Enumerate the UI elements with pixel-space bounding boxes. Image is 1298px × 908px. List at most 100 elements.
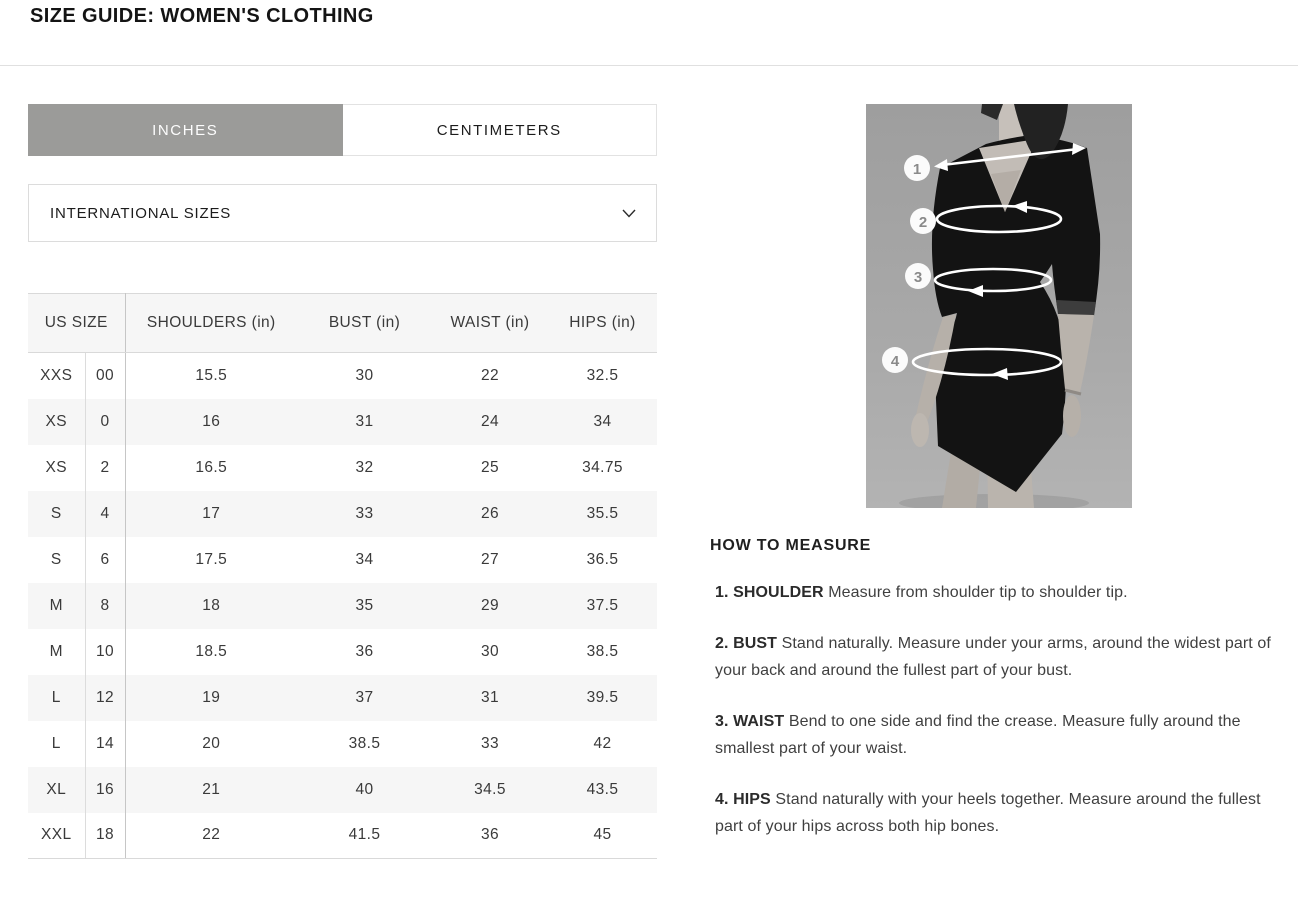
- size-label: XXS: [28, 352, 86, 399]
- bust-value: 40: [297, 766, 432, 813]
- measure-step-label: 3. WAIST: [715, 713, 785, 730]
- bust-value: 36: [297, 628, 432, 675]
- col-header-hips: HIPS (in): [548, 293, 657, 353]
- waist-value: 29: [432, 582, 548, 629]
- col-header-bust: BUST (in): [297, 293, 432, 353]
- shoulders-value: 16.5: [125, 444, 297, 491]
- title-divider: [0, 65, 1298, 66]
- hips-value: 36.5: [548, 536, 657, 583]
- tab-inches[interactable]: INCHES: [28, 104, 343, 156]
- bust-value: 35: [297, 582, 432, 629]
- measure-step-label: 2. BUST: [715, 635, 778, 652]
- shoulders-value: 18: [125, 582, 297, 629]
- waist-value: 34.5: [432, 766, 548, 813]
- size-label: S: [28, 490, 86, 537]
- marker-2-icon: 2: [910, 208, 936, 234]
- hips-value: 37.5: [548, 582, 657, 629]
- table-row: XS 0 16 31 24 34: [28, 398, 657, 445]
- table-row: XS 2 16.5 32 25 34.75: [28, 444, 657, 491]
- hips-value: 42: [548, 720, 657, 767]
- size-table: US SIZE SHOULDERS (in) BUST (in) WAIST (…: [28, 293, 657, 859]
- table-row: XXS 00 15.5 30 22 32.5: [28, 352, 657, 399]
- dropdown-selected-value: INTERNATIONAL SIZES: [50, 204, 232, 222]
- svg-text:4: 4: [891, 353, 900, 370]
- table-row: S 4 17 33 26 35.5: [28, 490, 657, 537]
- size-label: XS: [28, 444, 86, 491]
- col-header-shoulders: SHOULDERS (in): [125, 293, 297, 353]
- shoulders-value: 16: [125, 398, 297, 445]
- measure-step-hips: 4. HIPS Stand naturally with your heels …: [710, 786, 1288, 840]
- col-header-waist: WAIST (in): [432, 293, 548, 353]
- measure-step-text: Stand naturally with your heels together…: [715, 791, 1261, 835]
- shoulders-value: 21: [125, 766, 297, 813]
- table-row: S 6 17.5 34 27 36.5: [28, 536, 657, 583]
- measure-step-text: Measure from shoulder tip to shoulder ti…: [828, 584, 1128, 601]
- hips-value: 34: [548, 398, 657, 445]
- hips-value: 45: [548, 812, 657, 859]
- us-number: 12: [85, 674, 126, 721]
- us-number: 10: [85, 628, 126, 675]
- tab-centimeters[interactable]: CENTIMETERS: [342, 104, 657, 156]
- waist-value: 22: [432, 352, 548, 399]
- size-guide-left-column: INCHES CENTIMETERS INTERNATIONAL SIZES U…: [28, 104, 657, 859]
- size-label: L: [28, 720, 86, 767]
- bust-value: 31: [297, 398, 432, 445]
- measure-step-waist: 3. WAIST Bend to one side and find the c…: [710, 708, 1288, 762]
- table-row: M 8 18 35 29 37.5: [28, 582, 657, 629]
- table-row: M 10 18.5 36 30 38.5: [28, 628, 657, 675]
- size-label: M: [28, 582, 86, 629]
- unit-tabs: INCHES CENTIMETERS: [28, 104, 657, 156]
- waist-value: 31: [432, 674, 548, 721]
- bust-value: 41.5: [297, 812, 432, 859]
- measure-step-label: 1. SHOULDER: [715, 584, 824, 601]
- svg-text:3: 3: [914, 269, 922, 286]
- size-label: S: [28, 536, 86, 583]
- measure-step-label: 4. HIPS: [715, 791, 771, 808]
- shoulders-value: 15.5: [125, 352, 297, 399]
- hips-value: 32.5: [548, 352, 657, 399]
- svg-text:1: 1: [913, 161, 921, 178]
- marker-3-icon: 3: [905, 263, 931, 289]
- bust-value: 32: [297, 444, 432, 491]
- marker-4-icon: 4: [882, 347, 908, 373]
- tab-inches-label: INCHES: [152, 121, 219, 139]
- model-photo-illustration: 1 2 3 4: [866, 104, 1132, 512]
- hips-value: 39.5: [548, 674, 657, 721]
- size-label: L: [28, 674, 86, 721]
- hips-value: 43.5: [548, 766, 657, 813]
- measure-step-shoulder: 1. SHOULDER Measure from shoulder tip to…: [710, 579, 1288, 606]
- waist-value: 25: [432, 444, 548, 491]
- hips-value: 35.5: [548, 490, 657, 537]
- size-label: XL: [28, 766, 86, 813]
- waist-value: 24: [432, 398, 548, 445]
- size-label: XS: [28, 398, 86, 445]
- us-number: 8: [85, 582, 126, 629]
- shoulders-value: 17: [125, 490, 297, 537]
- bust-value: 37: [297, 674, 432, 721]
- tab-centimeters-label: CENTIMETERS: [436, 121, 562, 139]
- international-sizes-dropdown[interactable]: INTERNATIONAL SIZES: [28, 184, 657, 242]
- shoulders-value: 20: [125, 720, 297, 767]
- size-label: M: [28, 628, 86, 675]
- us-number: 16: [85, 766, 126, 813]
- chevron-down-icon: [622, 209, 636, 218]
- waist-value: 33: [432, 720, 548, 767]
- table-row: L 14 20 38.5 33 42: [28, 720, 657, 767]
- col-header-us-size: US SIZE: [28, 293, 126, 353]
- how-to-measure-column: 1 2 3 4 HOW TO MEASURE 1. SHOULDER Meas: [710, 104, 1288, 840]
- us-number: 0: [85, 398, 126, 445]
- measurement-figure-image: 1 2 3 4: [866, 104, 1132, 512]
- us-number: 14: [85, 720, 126, 767]
- hips-value: 38.5: [548, 628, 657, 675]
- measure-step-text: Stand naturally. Measure under your arms…: [715, 635, 1271, 679]
- size-label: XXL: [28, 812, 86, 859]
- us-number: 6: [85, 536, 126, 583]
- hips-value: 34.75: [548, 444, 657, 491]
- marker-1-icon: 1: [904, 155, 930, 181]
- bust-value: 34: [297, 536, 432, 583]
- shoulders-value: 22: [125, 812, 297, 859]
- us-number: 00: [85, 352, 126, 399]
- table-row: XXL 18 22 41.5 36 45: [28, 812, 657, 859]
- shoulders-value: 18.5: [125, 628, 297, 675]
